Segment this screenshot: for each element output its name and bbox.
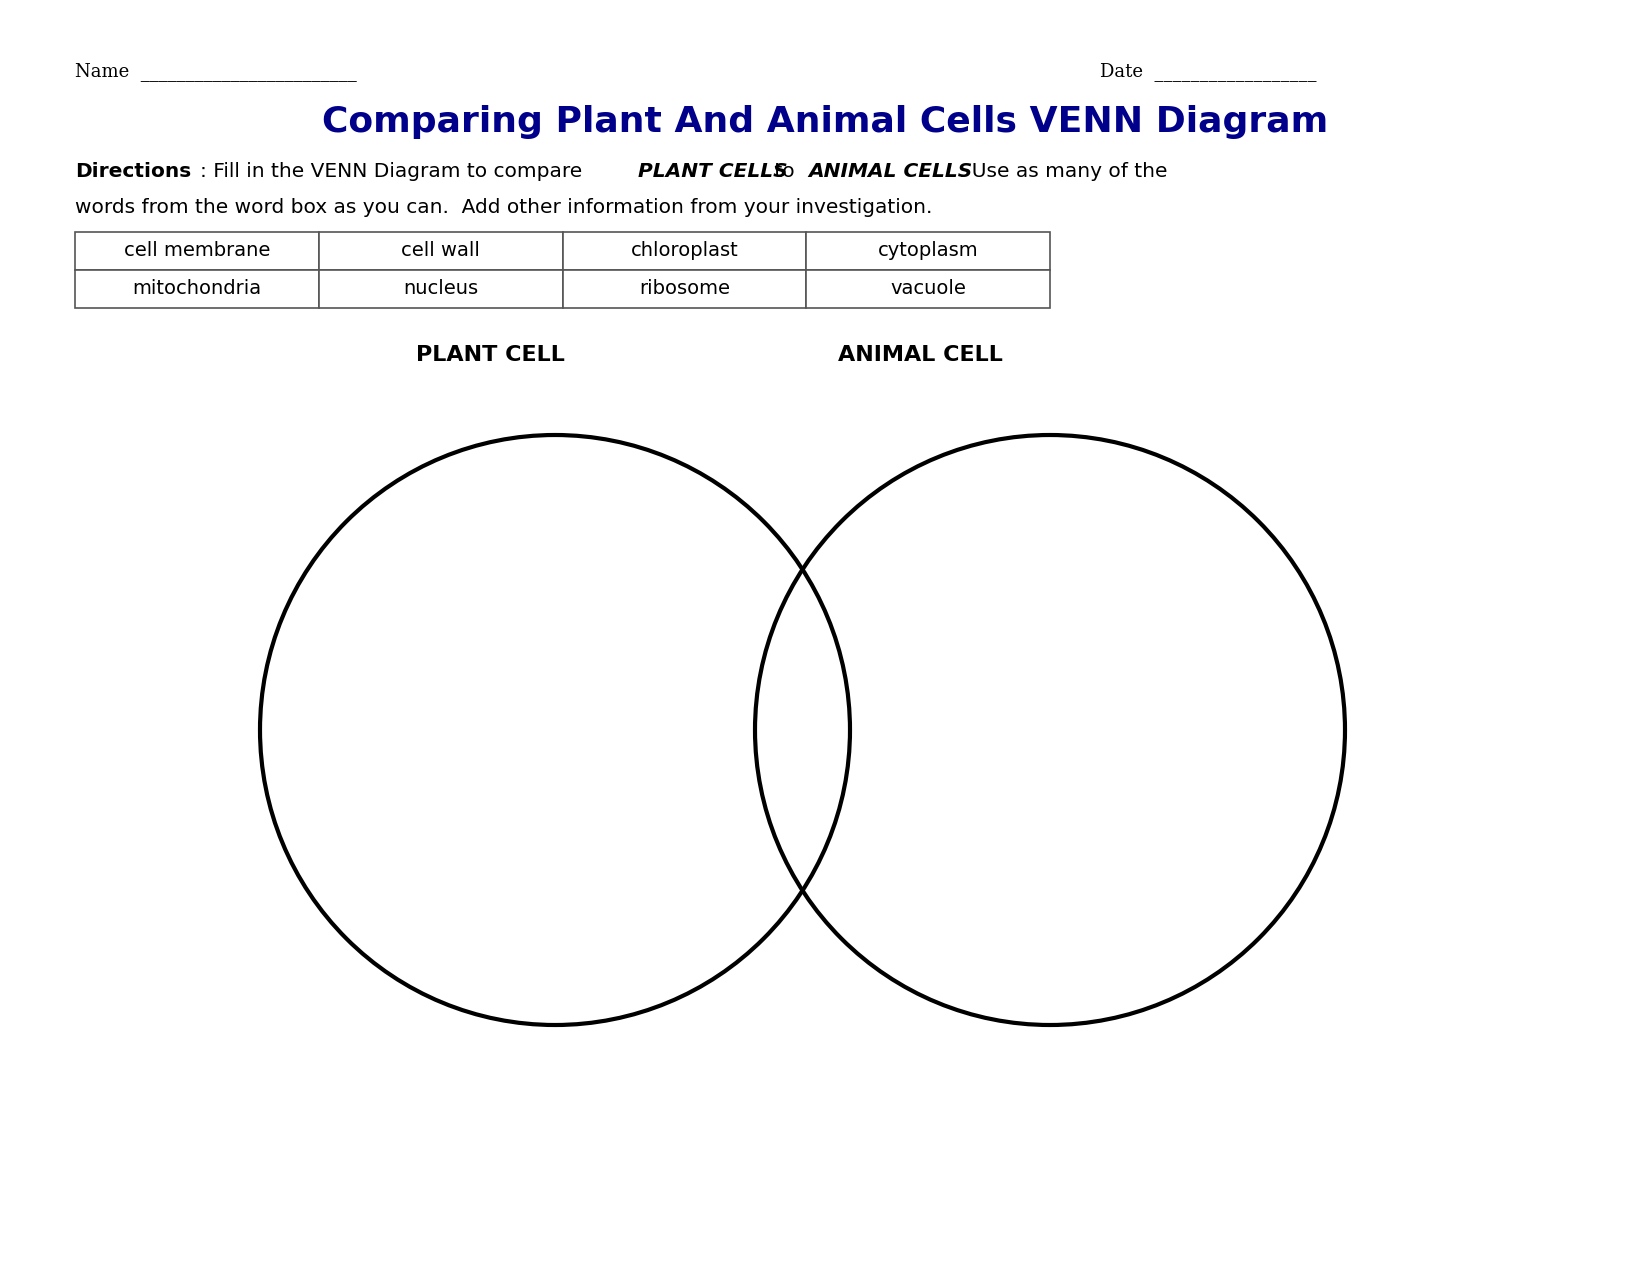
FancyBboxPatch shape: [563, 270, 807, 309]
Text: Date  __________________: Date __________________: [1101, 62, 1317, 80]
Text: vacuole: vacuole: [891, 279, 965, 298]
Text: PLANT CELLS: PLANT CELLS: [639, 162, 787, 181]
FancyBboxPatch shape: [74, 232, 318, 270]
Text: cell wall: cell wall: [401, 241, 480, 260]
FancyBboxPatch shape: [807, 232, 1049, 270]
Text: cytoplasm: cytoplasm: [878, 241, 978, 260]
FancyBboxPatch shape: [318, 270, 563, 309]
FancyBboxPatch shape: [563, 232, 807, 270]
Text: Name  ________________________: Name ________________________: [74, 62, 356, 80]
FancyBboxPatch shape: [74, 270, 318, 309]
Text: words from the word box as you can.  Add other information from your investigati: words from the word box as you can. Add …: [74, 198, 932, 217]
Text: ribosome: ribosome: [639, 279, 729, 298]
Text: Directions: Directions: [74, 162, 191, 181]
FancyBboxPatch shape: [318, 232, 563, 270]
Text: chloroplast: chloroplast: [630, 241, 738, 260]
Text: cell membrane: cell membrane: [124, 241, 271, 260]
Text: PLANT CELL: PLANT CELL: [416, 346, 564, 365]
Text: : Fill in the VENN Diagram to compare: : Fill in the VENN Diagram to compare: [200, 162, 589, 181]
Text: nucleus: nucleus: [403, 279, 478, 298]
FancyBboxPatch shape: [807, 270, 1049, 309]
Text: ANIMAL CELLS: ANIMAL CELLS: [808, 162, 972, 181]
Text: . Use as many of the: . Use as many of the: [959, 162, 1168, 181]
Text: Comparing Plant And Animal Cells VENN Diagram: Comparing Plant And Animal Cells VENN Di…: [322, 105, 1328, 139]
Text: ANIMAL CELL: ANIMAL CELL: [838, 346, 1003, 365]
Text: to: to: [767, 162, 800, 181]
Text: mitochondria: mitochondria: [132, 279, 261, 298]
